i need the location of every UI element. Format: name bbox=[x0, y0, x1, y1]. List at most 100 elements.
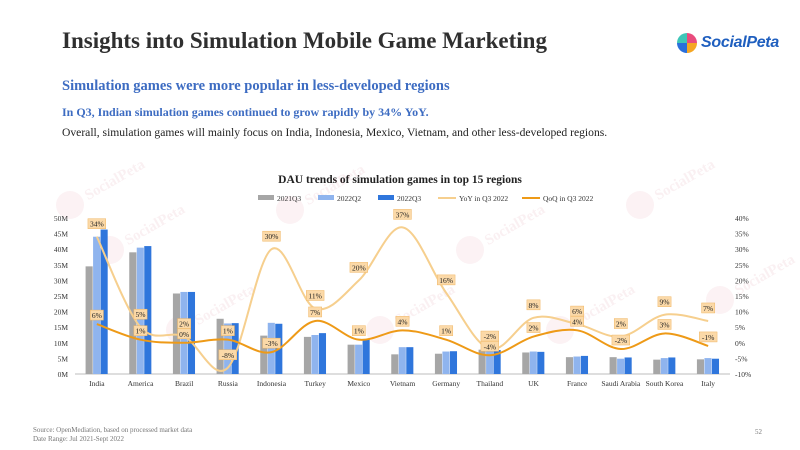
source-note: Source: OpenMediation, based on processe… bbox=[33, 426, 192, 434]
bar-2022q2 bbox=[617, 359, 624, 374]
watermark-text: SocialPeta bbox=[482, 201, 548, 248]
data-label-text: 2% bbox=[616, 320, 626, 329]
data-label-text: 2% bbox=[529, 324, 539, 333]
right-axis-tick-label: 0% bbox=[735, 339, 745, 348]
right-axis-tick-label: 30% bbox=[735, 245, 749, 254]
legend-swatch bbox=[258, 195, 274, 200]
data-label-text: 4% bbox=[398, 317, 408, 326]
qoq-data-label: 3% bbox=[658, 319, 671, 329]
bar-2021q3 bbox=[610, 357, 617, 374]
yoy-data-label: 30% bbox=[263, 231, 281, 241]
x-axis-tick-label: Saudi Arabia bbox=[601, 379, 641, 388]
bar-2022q3 bbox=[712, 359, 719, 374]
x-axis-tick-label: South Korea bbox=[646, 379, 684, 388]
legend-label: QoQ in Q3 2022 bbox=[543, 194, 593, 203]
left-axis-tick-label: 20M bbox=[54, 308, 69, 317]
bar-2021q3 bbox=[566, 357, 573, 374]
yoy-data-label: 5% bbox=[134, 309, 147, 319]
bar-2021q3 bbox=[391, 354, 398, 374]
watermark-text: SocialPeta bbox=[192, 281, 258, 328]
qoq-data-label: 4% bbox=[571, 316, 584, 326]
bar-2022q2 bbox=[661, 358, 668, 374]
data-label-text: 7% bbox=[310, 308, 320, 317]
data-label-text: -8% bbox=[222, 351, 235, 360]
bar-2022q2 bbox=[399, 347, 406, 374]
qoq-data-label: 1% bbox=[352, 326, 365, 336]
bar-2022q3 bbox=[625, 357, 632, 374]
qoq-data-label: 1% bbox=[221, 326, 234, 336]
data-label-text: 2% bbox=[179, 320, 189, 329]
watermark-icon bbox=[456, 236, 484, 264]
x-axis-tick-label: Turkey bbox=[304, 379, 326, 388]
legend-label: 2022Q3 bbox=[397, 194, 421, 203]
yoy-data-label: 20% bbox=[350, 262, 368, 272]
left-axis-tick-label: 45M bbox=[54, 230, 69, 239]
data-label-text: 11% bbox=[308, 291, 321, 300]
qoq-data-label: 4% bbox=[396, 316, 409, 326]
left-axis-tick-label: 5M bbox=[58, 354, 69, 363]
yoy-data-label: 11% bbox=[306, 290, 324, 300]
bar-2021q3 bbox=[348, 345, 355, 374]
x-axis-tick-label: India bbox=[89, 379, 105, 388]
legend-swatch bbox=[318, 195, 334, 200]
right-axis-tick-label: 35% bbox=[735, 230, 749, 239]
data-label-text: 5% bbox=[136, 310, 146, 319]
yoy-data-label: -8% bbox=[219, 350, 237, 360]
watermark-text: SocialPeta bbox=[652, 156, 718, 203]
bar-2022q2 bbox=[704, 358, 711, 374]
data-label-text: -4% bbox=[484, 342, 497, 351]
bar-2022q3 bbox=[450, 351, 457, 374]
yoy-data-label: 16% bbox=[437, 275, 455, 285]
bar-2022q3 bbox=[581, 356, 588, 374]
data-label-text: 6% bbox=[572, 307, 582, 316]
data-label-text: -2% bbox=[615, 336, 628, 345]
x-axis-tick-label: Indonesia bbox=[257, 379, 287, 388]
legend-label: YoY in Q3 2022 bbox=[459, 194, 508, 203]
bar-2022q2 bbox=[486, 350, 493, 374]
data-label-text: 1% bbox=[223, 327, 233, 336]
left-axis-tick-label: 10M bbox=[54, 339, 69, 348]
data-label-text: 1% bbox=[441, 327, 451, 336]
bar-2022q2 bbox=[530, 352, 537, 374]
data-label-text: 16% bbox=[439, 276, 453, 285]
bar-2021q3 bbox=[304, 337, 311, 374]
page-number: 52 bbox=[755, 428, 762, 436]
qoq-data-label: 1% bbox=[134, 326, 147, 336]
x-axis-tick-label: Thailand bbox=[476, 379, 503, 388]
yoy-data-label: 34% bbox=[88, 219, 106, 229]
qoq-data-label: 0% bbox=[178, 329, 191, 339]
x-axis-tick-label: Russia bbox=[218, 379, 239, 388]
bar-2022q3 bbox=[668, 357, 675, 374]
watermark-text: SocialPeta bbox=[122, 201, 188, 248]
left-axis-tick-label: 35M bbox=[54, 261, 69, 270]
data-label-text: -3% bbox=[265, 339, 278, 348]
data-label-text: 30% bbox=[265, 232, 279, 241]
legend-swatch bbox=[378, 195, 394, 200]
legend-label: 2022Q2 bbox=[337, 194, 361, 203]
right-axis-tick-label: 20% bbox=[735, 276, 749, 285]
x-axis-tick-label: Germany bbox=[432, 379, 460, 388]
qoq-data-label: -4% bbox=[481, 341, 499, 351]
qoq-data-label: 6% bbox=[90, 310, 103, 320]
bar-2022q2 bbox=[93, 237, 100, 374]
x-axis-tick-label: France bbox=[567, 379, 588, 388]
watermark-text: SocialPeta bbox=[82, 156, 148, 203]
data-label-text: 6% bbox=[92, 311, 102, 320]
left-axis-tick-label: 50M bbox=[54, 214, 69, 223]
data-label-text: -1% bbox=[702, 333, 715, 342]
left-axis-tick-label: 40M bbox=[54, 245, 69, 254]
right-axis-tick-label: 40% bbox=[735, 214, 749, 223]
qoq-data-label: -3% bbox=[263, 338, 281, 348]
x-axis-tick-label: Brazil bbox=[175, 379, 193, 388]
bar-2022q2 bbox=[268, 323, 275, 374]
yoy-data-label: 9% bbox=[658, 297, 671, 307]
watermark-icon bbox=[626, 191, 654, 219]
data-label-text: 0% bbox=[179, 330, 189, 339]
yoy-data-label: 2% bbox=[178, 319, 191, 329]
left-axis-tick-label: 25M bbox=[54, 292, 69, 301]
data-label-text: 37% bbox=[396, 210, 410, 219]
qoq-data-label: 1% bbox=[440, 326, 453, 336]
right-axis-tick-label: -5% bbox=[735, 354, 748, 363]
bar-2021q3 bbox=[697, 359, 704, 374]
left-axis-tick-label: 30M bbox=[54, 276, 69, 285]
